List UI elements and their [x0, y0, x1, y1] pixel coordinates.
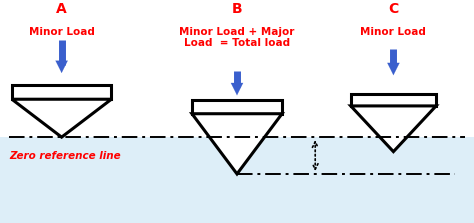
Text: A: A	[56, 2, 67, 16]
Text: Minor Load: Minor Load	[29, 27, 94, 37]
Bar	[351, 94, 436, 106]
Polygon shape	[12, 99, 111, 137]
Text: Minor Load: Minor Load	[361, 27, 426, 37]
Text: Minor Load + Major
Load  = Total load: Minor Load + Major Load = Total load	[179, 27, 295, 48]
Bar	[12, 85, 111, 99]
Text: B: B	[232, 2, 242, 16]
Bar	[0, 137, 474, 223]
Text: C: C	[388, 2, 399, 16]
Bar	[192, 100, 282, 114]
Polygon shape	[351, 106, 436, 152]
Text: Zero reference line: Zero reference line	[9, 151, 121, 161]
Polygon shape	[192, 114, 282, 174]
